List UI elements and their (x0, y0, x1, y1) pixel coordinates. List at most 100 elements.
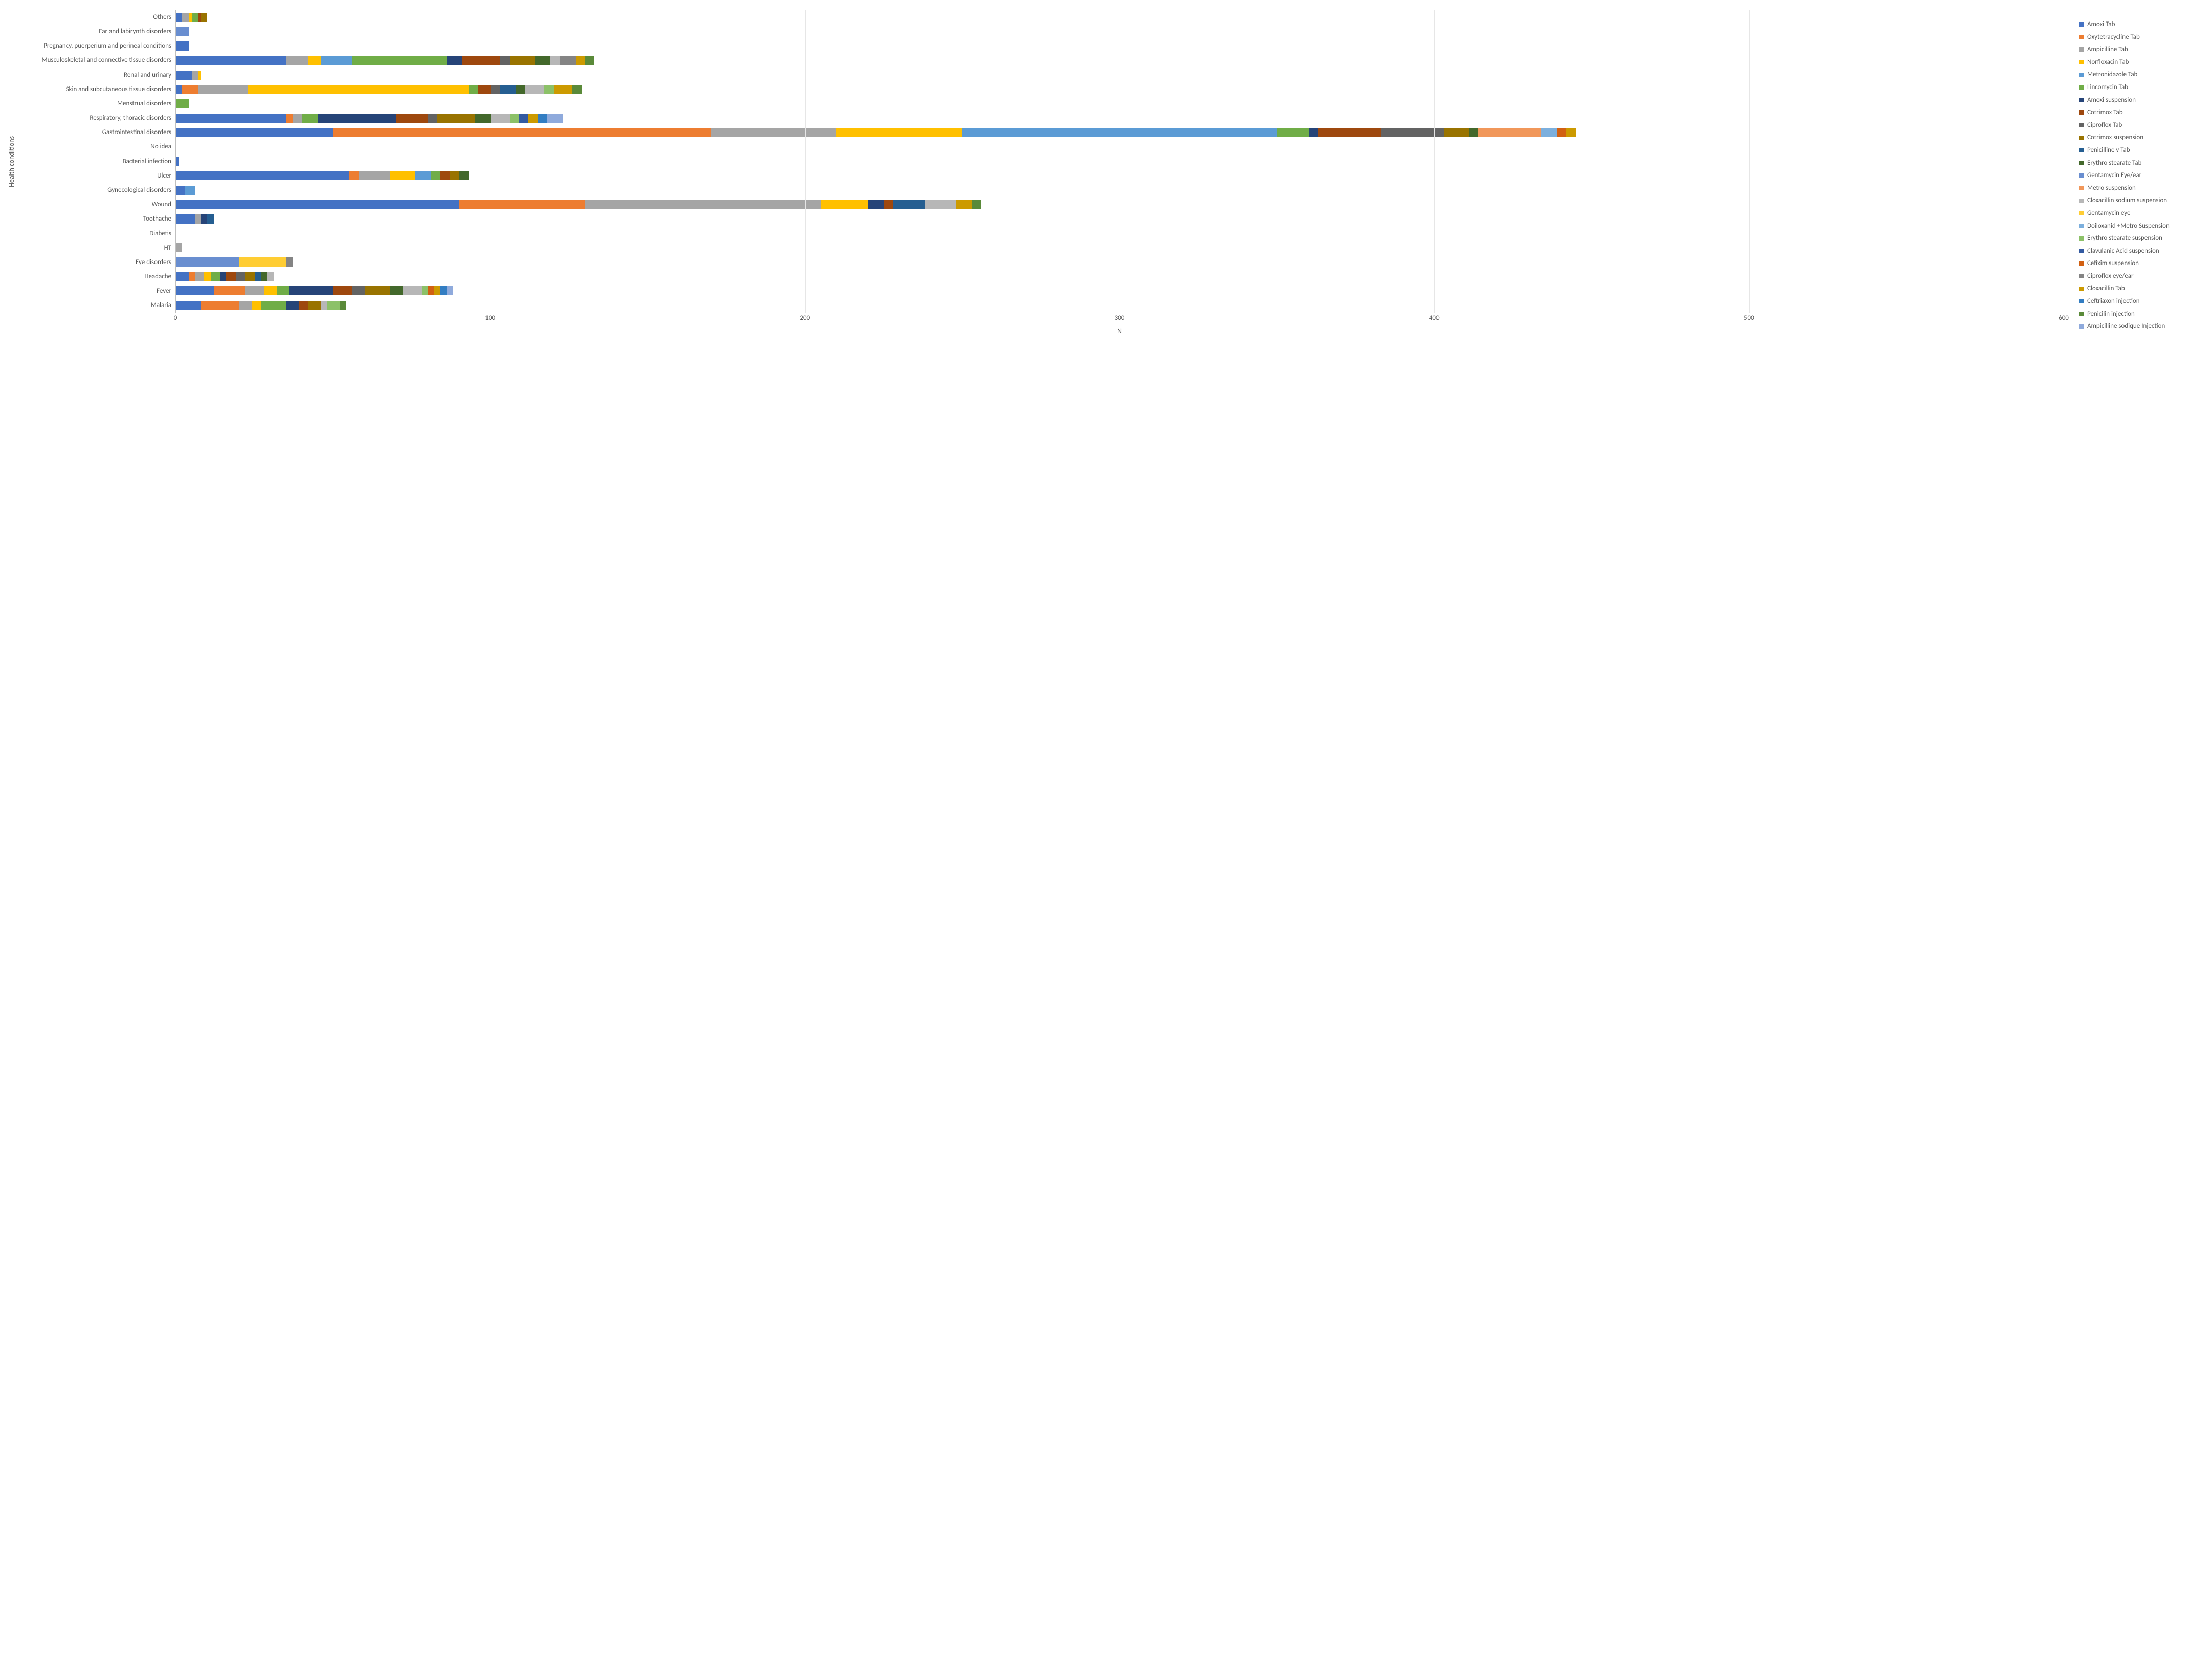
legend-label: Cotrimox suspension (2087, 134, 2143, 142)
bar-segment (491, 85, 500, 94)
bar-segment (176, 71, 192, 80)
bar-segment (185, 186, 194, 195)
bar-segment (560, 56, 576, 65)
bar-segment (519, 114, 528, 123)
x-tick-label: 500 (1744, 314, 1754, 322)
bar-segment (195, 214, 201, 224)
bar-segment (390, 286, 403, 295)
bar-segment (321, 301, 327, 310)
legend-item: Clavulanic Acid suspension (2079, 247, 2197, 255)
category-label: Respiratory, thoracic disorders (18, 115, 171, 122)
bar-segment (176, 13, 182, 22)
legend-swatch (2079, 110, 2084, 115)
bar-segment (510, 114, 519, 123)
legend-swatch (2079, 123, 2084, 127)
legend-swatch (2079, 261, 2084, 266)
bar-segment (440, 286, 447, 295)
bar-segment (261, 301, 286, 310)
bar-segment (884, 200, 893, 209)
bar-segment (204, 272, 210, 281)
category-label: HT (18, 245, 171, 252)
legend-item: Gentamycin Eye/ear (2079, 171, 2197, 180)
legend-label: Lincomycin Tab (2087, 83, 2128, 92)
gridline (1749, 10, 1750, 313)
bar-segment (211, 272, 220, 281)
bar-segment (176, 214, 195, 224)
legend-label: Ampicilline Tab (2087, 46, 2128, 54)
category-label: Others (18, 14, 171, 21)
legend-swatch (2079, 324, 2084, 329)
legend-swatch (2079, 224, 2084, 228)
bar-segment (201, 13, 207, 22)
bar-segment (538, 114, 547, 123)
x-axis-title: N (175, 326, 2064, 335)
bar-segment (207, 214, 213, 224)
legend-item: Norfloxacin Tab (2079, 58, 2197, 67)
legend-label: Ceftriaxon injection (2087, 297, 2140, 305)
legend-label: Ciproflox Tab (2087, 121, 2122, 129)
legend-label: Amoxi suspension (2087, 96, 2136, 104)
bar-segment (201, 214, 207, 224)
legend-swatch (2079, 173, 2084, 178)
bar-segment (462, 56, 500, 65)
category-label: Musculoskeletal and connective tissue di… (18, 57, 171, 64)
bar-segment (245, 286, 264, 295)
bar-segment (176, 243, 182, 252)
legend-item: Doiloxanid +Metro Suspension (2079, 222, 2197, 230)
bar-segment (176, 128, 333, 137)
legend-swatch (2079, 312, 2084, 316)
legend-swatch (2079, 148, 2084, 152)
x-tick-label: 200 (800, 314, 810, 322)
legend-label: Gentamycin Eye/ear (2087, 171, 2141, 180)
legend-label: Cotrimox Tab (2087, 108, 2123, 117)
bar-segment (422, 286, 428, 295)
legend-item: Lincomycin Tab (2079, 83, 2197, 92)
legend-swatch (2079, 47, 2084, 52)
bar-segment (239, 301, 252, 310)
bar-segment (176, 27, 189, 36)
bar-segment (447, 56, 462, 65)
legend-item: Erythro stearate Tab (2079, 159, 2197, 167)
legend-label: Cloxacillin sodium suspension (2087, 196, 2167, 205)
bar-segment (415, 171, 431, 180)
bar-segment (585, 200, 821, 209)
gridline (1434, 10, 1435, 313)
bar-segment (352, 286, 365, 295)
bar-segment (352, 56, 447, 65)
bar-segment (302, 114, 318, 123)
legend-item: Cefixim suspension (2079, 259, 2197, 268)
legend-label: Ciproflox eye/ear (2087, 272, 2134, 280)
bar-segment (956, 200, 972, 209)
bar-segment (868, 200, 884, 209)
legend-item: Ceftriaxon injection (2079, 297, 2197, 305)
bar-segment (836, 128, 962, 137)
bar-segment (176, 286, 214, 295)
bar-segment (535, 56, 550, 65)
legend-swatch (2079, 274, 2084, 278)
bar-segment (431, 171, 440, 180)
legend-label: Norfloxacin Tab (2087, 58, 2129, 67)
legend-swatch (2079, 236, 2084, 241)
bar-segment (1478, 128, 1541, 137)
bar-segment (318, 114, 396, 123)
legend-item: Metronidazole Tab (2079, 71, 2197, 79)
bar-segment (245, 272, 254, 281)
legend-item: Penicilin injection (2079, 310, 2197, 318)
legend-item: Cloxacillin sodium suspension (2079, 196, 2197, 205)
bar-segment (1469, 128, 1478, 137)
bar-segment (500, 85, 516, 94)
bar-segment (1318, 128, 1381, 137)
category-label: No idea (18, 143, 171, 150)
legend-item: Ampicilline Tab (2079, 46, 2197, 54)
bar-segment (226, 272, 235, 281)
legend-swatch (2079, 161, 2084, 165)
category-label: Ulcer (18, 172, 171, 180)
bar-segment (1277, 128, 1309, 137)
chart-container: Health conditions OthersEar and labirynt… (0, 0, 2212, 345)
category-label: Gastrointestinal disorders (18, 129, 171, 136)
legend-swatch (2079, 98, 2084, 102)
bar-segment (189, 272, 195, 281)
category-label: Diabetis (18, 230, 171, 237)
bar-segment (299, 301, 308, 310)
bar-segment (308, 56, 321, 65)
